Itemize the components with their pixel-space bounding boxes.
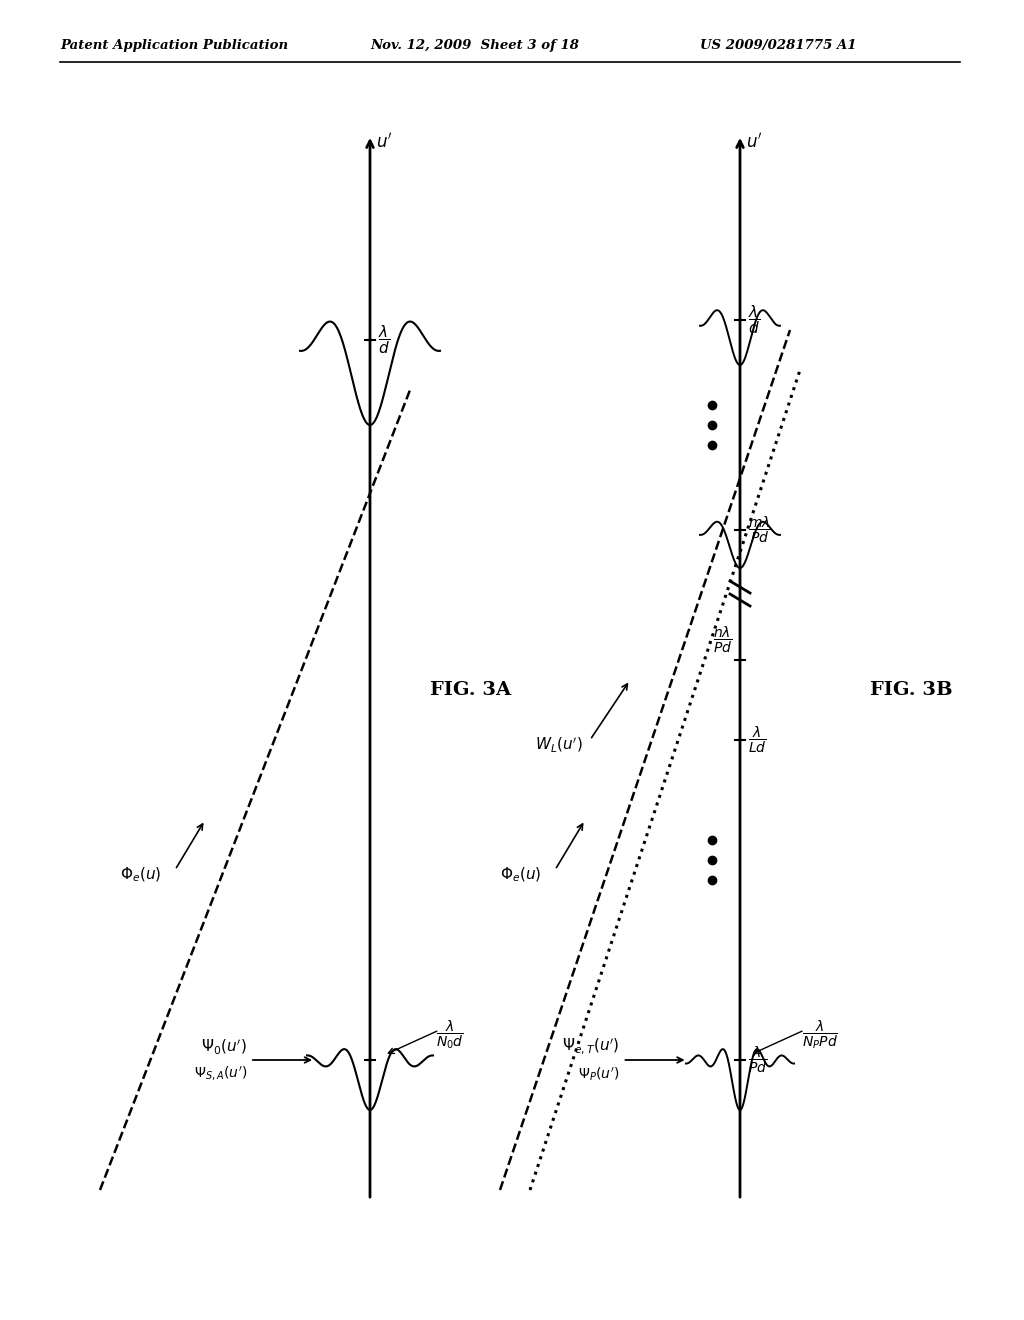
Text: Patent Application Publication: Patent Application Publication bbox=[60, 38, 288, 51]
Text: $\dfrac{\lambda}{Ld}$: $\dfrac{\lambda}{Ld}$ bbox=[748, 725, 767, 755]
Text: $u'$: $u'$ bbox=[376, 132, 392, 152]
Text: $\Psi_{S,A}(u^\prime)$: $\Psi_{S,A}(u^\prime)$ bbox=[194, 1065, 247, 1084]
Text: $\dfrac{\lambda}{Pd}$: $\dfrac{\lambda}{Pd}$ bbox=[748, 1045, 767, 1076]
Text: FIG. 3B: FIG. 3B bbox=[870, 681, 952, 700]
Text: $\Phi_e(u)$: $\Phi_e(u)$ bbox=[120, 866, 162, 884]
Text: $\Psi_{e,T}(u^\prime)$: $\Psi_{e,T}(u^\prime)$ bbox=[562, 1036, 620, 1056]
Text: Nov. 12, 2009  Sheet 3 of 18: Nov. 12, 2009 Sheet 3 of 18 bbox=[370, 38, 579, 51]
Text: $\Psi_P(u^\prime)$: $\Psi_P(u^\prime)$ bbox=[579, 1065, 620, 1082]
Text: FIG. 3A: FIG. 3A bbox=[430, 681, 511, 700]
Text: $\dfrac{n\lambda}{Pd}$: $\dfrac{n\lambda}{Pd}$ bbox=[713, 624, 732, 655]
Text: $u'$: $u'$ bbox=[746, 132, 763, 152]
Text: $\dfrac{\lambda}{d}$: $\dfrac{\lambda}{d}$ bbox=[748, 304, 761, 337]
Text: $\dfrac{\lambda}{N_0 d}$: $\dfrac{\lambda}{N_0 d}$ bbox=[436, 1018, 464, 1051]
Text: $\dfrac{\lambda}{N_P Pd}$: $\dfrac{\lambda}{N_P Pd}$ bbox=[802, 1018, 838, 1051]
Text: $\dfrac{\lambda}{d}$: $\dfrac{\lambda}{d}$ bbox=[378, 323, 390, 356]
Text: $\Psi_0(u^\prime)$: $\Psi_0(u^\prime)$ bbox=[202, 1036, 247, 1056]
Text: $\dfrac{m\lambda}{Pd}$: $\dfrac{m\lambda}{Pd}$ bbox=[748, 515, 772, 545]
Text: $W_L(u^\prime)$: $W_L(u^\prime)$ bbox=[535, 735, 583, 755]
Text: US 2009/0281775 A1: US 2009/0281775 A1 bbox=[700, 38, 856, 51]
Text: $\Phi_e(u)$: $\Phi_e(u)$ bbox=[500, 866, 542, 884]
